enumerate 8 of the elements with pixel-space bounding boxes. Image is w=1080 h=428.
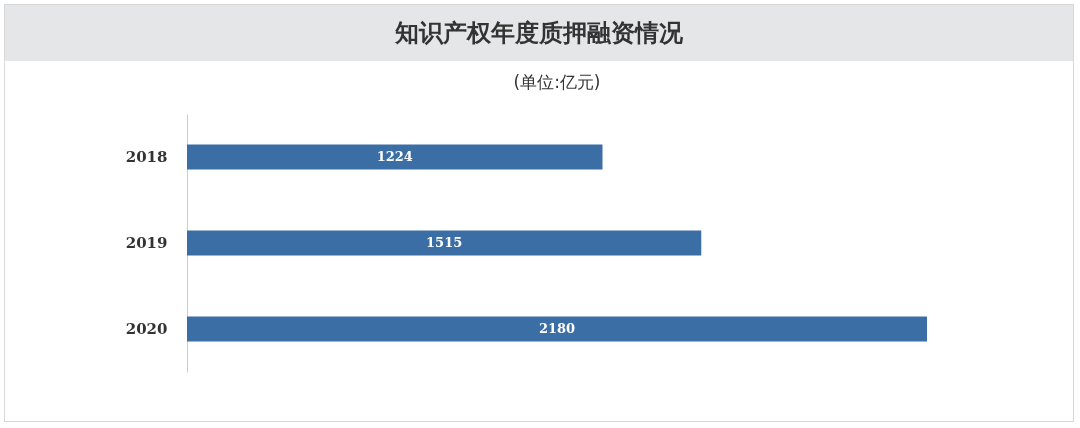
data-label: 1515 [426,235,463,250]
y-tick-label: 2018 [125,148,168,166]
data-label: 2180 [538,321,576,336]
chart-subtitle: (单位:亿元) [513,72,601,92]
y-tick-label: 2019 [125,234,168,252]
data-label: 1224 [376,149,413,164]
y-tick-label: 2020 [125,320,168,338]
chart-title: 知识产权年度质押融资情况 [5,5,1073,61]
